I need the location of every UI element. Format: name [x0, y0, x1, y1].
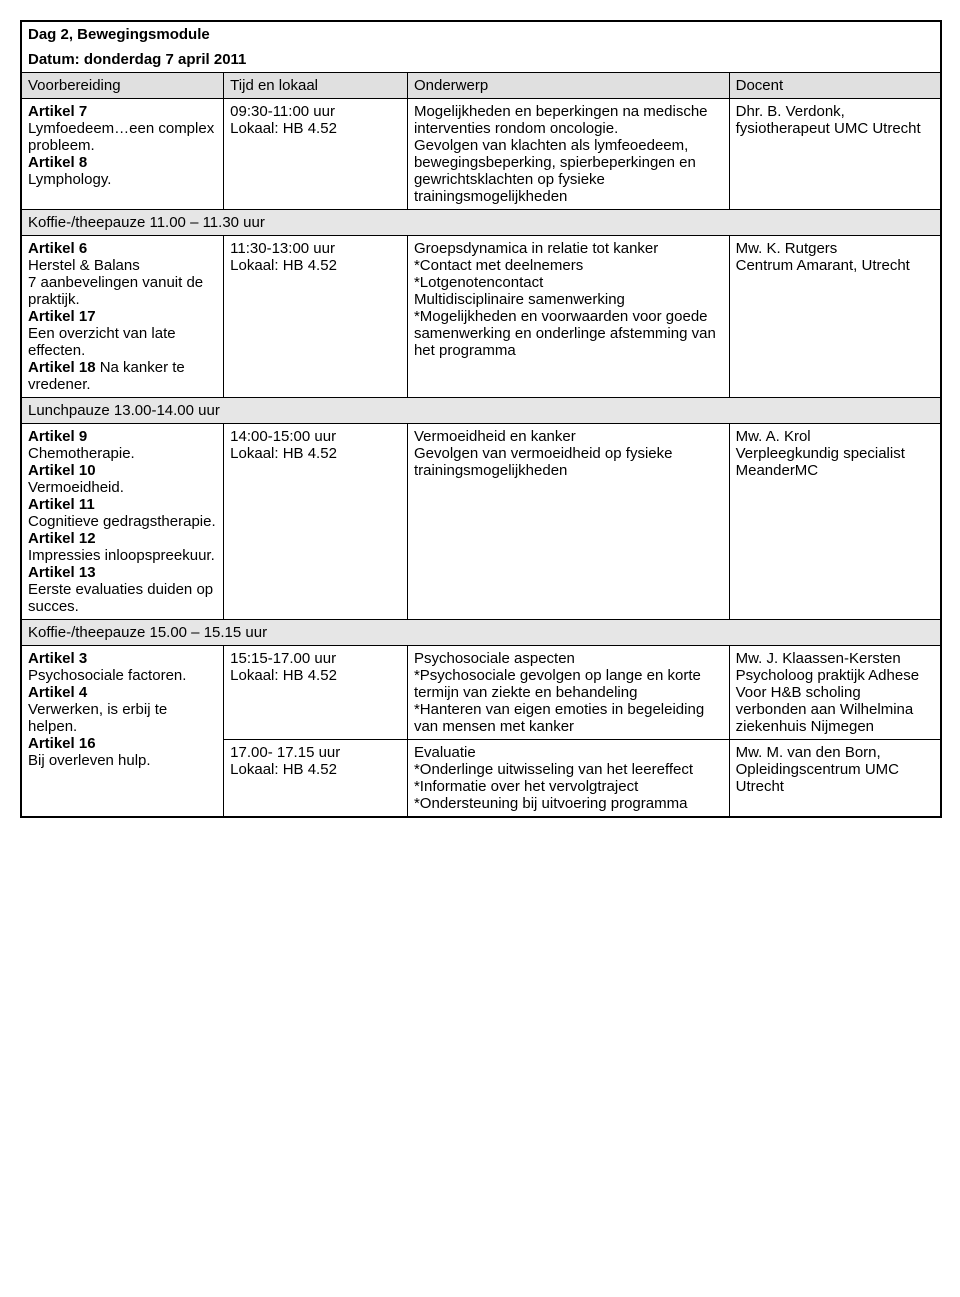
prep-cell: Artikel 6Herstel & Balans7 aanbevelingen… — [22, 236, 224, 398]
col-header-prep: Voorbereiding — [22, 73, 224, 99]
subject-cell: Vermoeidheid en kankerGevolgen van vermo… — [407, 424, 729, 620]
prep-cell: Artikel 9Chemotherapie.Artikel 10Vermoei… — [22, 424, 224, 620]
break-row: Koffie-/theepauze 15.00 – 15.15 uur — [22, 620, 941, 646]
break-row: Koffie-/theepauze 11.00 – 11.30 uur — [22, 210, 941, 236]
subject-cell: Evaluatie*Onderlinge uitwisseling van he… — [407, 740, 729, 817]
time-cell: 14:00-15:00 uurLokaal: HB 4.52 — [224, 424, 408, 620]
table-row: Artikel 9Chemotherapie.Artikel 10Vermoei… — [22, 424, 941, 620]
prep-cell: Artikel 3Psychosociale factoren.Artikel … — [22, 646, 224, 817]
col-header-docent: Docent — [729, 73, 940, 99]
col-header-subject: Onderwerp — [407, 73, 729, 99]
break-row: Lunchpauze 13.00-14.00 uur — [22, 398, 941, 424]
break-cell: Lunchpauze 13.00-14.00 uur — [22, 398, 941, 424]
subject-cell: Psychosociale aspecten*Psychosociale gev… — [407, 646, 729, 740]
table-row: Artikel 7Lymfoedeem…een complex probleem… — [22, 99, 941, 210]
date-row: Datum: donderdag 7 april 2011 — [22, 47, 941, 73]
title-cell: Dag 2, Bewegingsmodule — [22, 22, 941, 48]
time-cell: 09:30-11:00 uurLokaal: HB 4.52 — [224, 99, 408, 210]
break-cell: Koffie-/theepauze 11.00 – 11.30 uur — [22, 210, 941, 236]
docent-cell: Mw. K. RutgersCentrum Amarant, Utrecht — [729, 236, 940, 398]
col-header-time: Tijd en lokaal — [224, 73, 408, 99]
schedule-table: Dag 2, Bewegingsmodule Datum: donderdag … — [21, 21, 941, 817]
schedule-document: Dag 2, Bewegingsmodule Datum: donderdag … — [20, 20, 942, 818]
table-row: Artikel 6Herstel & Balans7 aanbevelingen… — [22, 236, 941, 398]
time-cell: 15:15-17.00 uurLokaal: HB 4.52 — [224, 646, 408, 740]
docent-cell: Mw. J. Klaassen-KerstenPsycholoog prakti… — [729, 646, 940, 740]
subject-cell: Groepsdynamica in relatie tot kanker*Con… — [407, 236, 729, 398]
break-cell: Koffie-/theepauze 15.00 – 15.15 uur — [22, 620, 941, 646]
date-cell: Datum: donderdag 7 april 2011 — [22, 47, 941, 73]
title-row: Dag 2, Bewegingsmodule — [22, 22, 941, 48]
prep-cell: Artikel 7Lymfoedeem…een complex probleem… — [22, 99, 224, 210]
subject-cell: Mogelijkheden en beperkingen na medische… — [407, 99, 729, 210]
column-header-row: Voorbereiding Tijd en lokaal Onderwerp D… — [22, 73, 941, 99]
time-cell: 11:30-13:00 uurLokaal: HB 4.52 — [224, 236, 408, 398]
table-row: Artikel 3Psychosociale factoren.Artikel … — [22, 646, 941, 740]
time-cell: 17.00- 17.15 uurLokaal: HB 4.52 — [224, 740, 408, 817]
docent-cell: Mw. A. KrolVerpleegkundig specialist Mea… — [729, 424, 940, 620]
docent-cell: Mw. M. van den Born, Opleidingscentrum U… — [729, 740, 940, 817]
docent-cell: Dhr. B. Verdonk, fysiotherapeut UMC Utre… — [729, 99, 940, 210]
